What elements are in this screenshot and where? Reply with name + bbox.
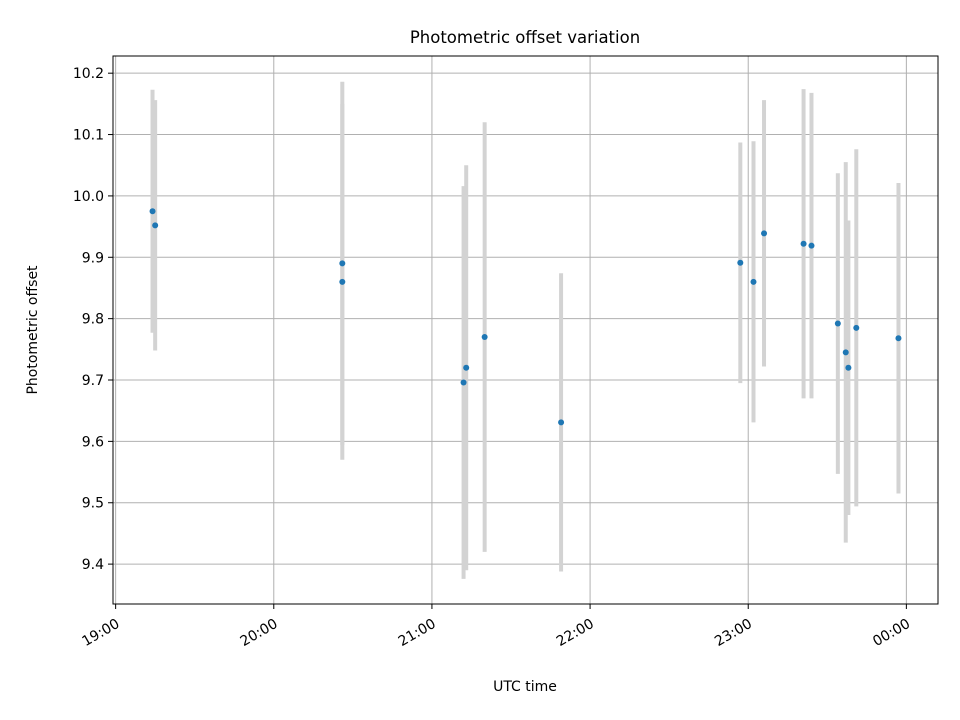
- data-point: [460, 379, 467, 386]
- y-tick-label: 9.5: [82, 496, 104, 512]
- y-tick-label: 10.1: [73, 128, 104, 144]
- chart-title: Photometric offset variation: [410, 28, 640, 47]
- data-point: [895, 335, 902, 342]
- plot-frame: [112, 55, 939, 605]
- data-point: [834, 320, 841, 327]
- data-point: [845, 364, 852, 371]
- data-point: [808, 242, 815, 249]
- data-point: [842, 349, 849, 356]
- y-tick-label: 9.6: [82, 434, 104, 450]
- data-point: [152, 222, 159, 229]
- y-tick-label: 9.7: [82, 373, 104, 389]
- data-point: [463, 364, 470, 371]
- grid: [113, 56, 938, 604]
- plot-area: [113, 56, 938, 604]
- data-point: [750, 278, 757, 285]
- y-tick-label: 9.9: [82, 250, 104, 266]
- data-point: [737, 259, 744, 266]
- data-point: [853, 324, 860, 331]
- x-axis-label: UTC time: [493, 679, 557, 695]
- data-point: [558, 419, 565, 426]
- y-tick-label: 9.4: [82, 557, 104, 573]
- y-tick-label: 10.0: [73, 189, 104, 205]
- data-point: [761, 230, 768, 237]
- data-point: [339, 278, 346, 285]
- y-axis-label: Photometric offset: [25, 265, 41, 395]
- data-points: [149, 208, 902, 426]
- y-tick-label: 10.2: [73, 66, 104, 82]
- y-tick-label: 9.8: [82, 312, 104, 328]
- data-point: [149, 208, 156, 215]
- y-axis-ticks: 9.4 9.5 9.6 9.7 9.8 9.9 10.0 10.1 10.2: [73, 66, 113, 573]
- data-point: [481, 334, 488, 341]
- data-point: [339, 260, 346, 267]
- data-point: [800, 240, 807, 247]
